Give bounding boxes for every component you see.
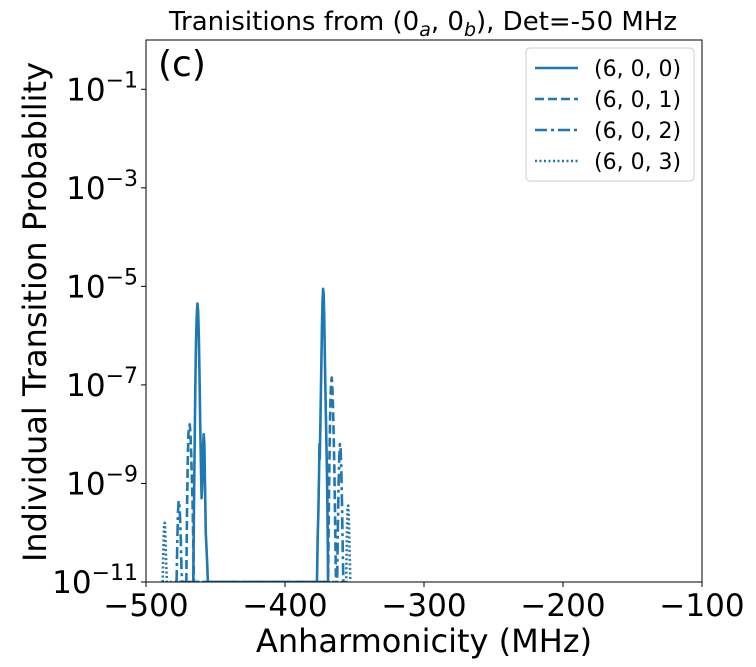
series-line-3 xyxy=(161,504,352,582)
y-tick-label: 10−1 xyxy=(66,68,138,108)
legend-label-3: (6, 0, 3) xyxy=(594,150,681,175)
x-tick-label: −300 xyxy=(381,588,466,624)
x-tick-label: −100 xyxy=(659,588,744,624)
y-tick-label: 10−7 xyxy=(66,364,138,404)
y-axis: 10−11 10−9 10−7 10−5 10−3 10−1 xyxy=(52,68,146,601)
x-tick-label: −400 xyxy=(242,588,327,624)
y-axis-title: Individual Transition Probability xyxy=(16,62,54,562)
y-tick-label: 10−5 xyxy=(66,265,138,305)
panel-label: (c) xyxy=(158,44,206,85)
legend-label-2: (6, 0, 2) xyxy=(594,119,681,144)
chart-title: Tranisitions from (0a, 0b), Det=-50 MHz xyxy=(168,7,677,41)
y-tick-label: 10−3 xyxy=(66,167,138,207)
x-tick-label: −200 xyxy=(520,588,605,624)
legend-box xyxy=(525,47,695,182)
y-tick-label: 10−11 xyxy=(52,561,138,601)
x-tick-label: −500 xyxy=(103,588,188,624)
x-axis-title: Anharmonicity (MHz) xyxy=(256,622,592,660)
series-line-1 xyxy=(185,376,338,582)
y-tick-label: 10−9 xyxy=(66,462,138,502)
legend: (6, 0, 0) (6, 0, 1) (6, 0, 2) (6, 0, 3) xyxy=(525,47,695,182)
x-axis: −500 −400 −300 −200 −100 xyxy=(103,582,745,624)
legend-label-0: (6, 0, 0) xyxy=(594,57,681,82)
legend-label-1: (6, 0, 1) xyxy=(594,88,681,113)
series-layer xyxy=(161,287,352,582)
series-line-0 xyxy=(191,287,330,582)
